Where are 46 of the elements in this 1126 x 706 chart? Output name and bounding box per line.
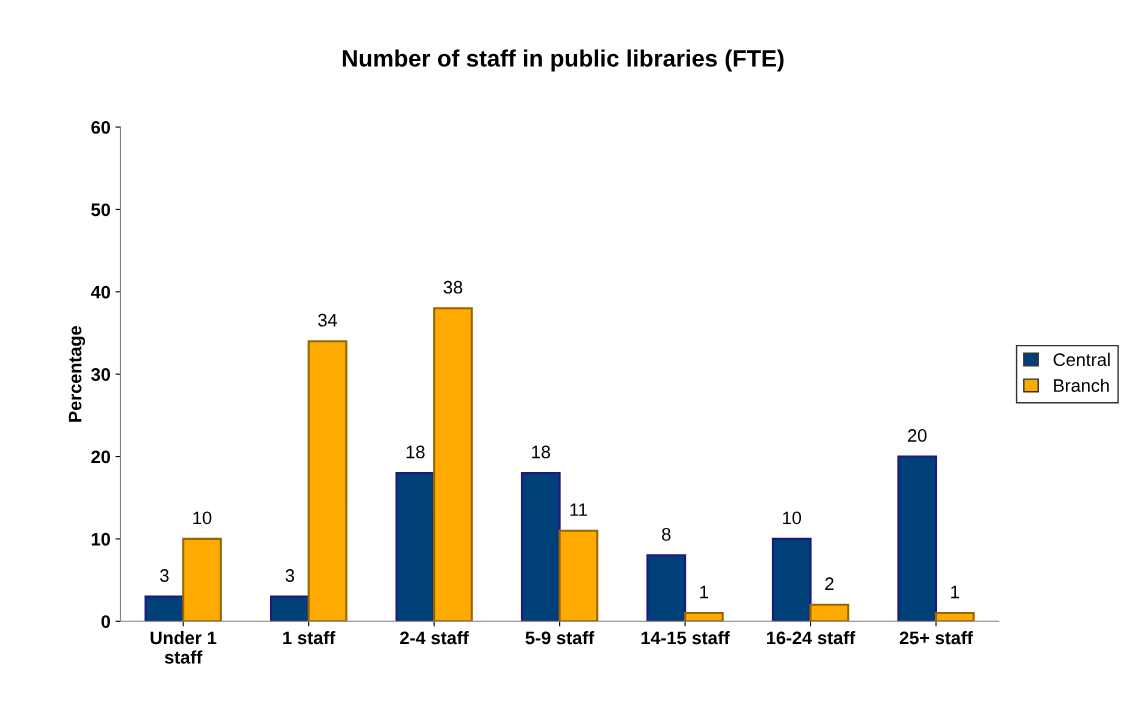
y-tick-label: 50: [91, 203, 111, 217]
bar: [684, 612, 724, 622]
data-label: 1: [700, 585, 709, 599]
data-label: 3: [160, 569, 169, 582]
bar: [520, 471, 561, 622]
bar: [558, 529, 599, 622]
data-label: 1: [951, 585, 959, 599]
bar: [395, 471, 436, 622]
bar: [897, 455, 938, 622]
x-tick-label: 16-24 staff: [767, 631, 856, 645]
y-tick-label: 0: [101, 615, 111, 628]
x-tick-label: 25+ staff: [899, 631, 973, 645]
data-label: 38: [443, 280, 463, 294]
y-tick-label: 30: [91, 368, 111, 381]
y-tick-label: 60: [91, 121, 111, 134]
legend-label: Branch: [1054, 378, 1109, 392]
bar: [771, 537, 812, 622]
data-label: 10: [193, 511, 212, 525]
data-label: 18: [532, 445, 551, 459]
data-label: 2: [825, 577, 834, 590]
y-tick-label: 40: [90, 285, 111, 299]
bar: [144, 595, 185, 622]
data-label: 8: [662, 527, 671, 541]
bar: [934, 612, 975, 622]
y-axis-title: Percentage: [68, 326, 86, 422]
x-tick-label: 5-9 staff: [525, 631, 595, 645]
data-label: 34: [318, 313, 338, 327]
bar: [182, 537, 222, 622]
x-tick-label: 14-15 staff: [641, 631, 730, 645]
data-label: 18: [406, 445, 425, 459]
bar: [270, 595, 310, 622]
y-tick-label: 10: [91, 532, 111, 546]
x-tick-label: 2-4 staff: [400, 631, 469, 645]
bar: [433, 307, 473, 622]
data-label: 10: [783, 511, 802, 525]
bar: [307, 340, 348, 622]
legend-label: Central: [1053, 352, 1110, 367]
x-tick-label: 1 staff: [283, 631, 336, 645]
y-tick-label: 20: [91, 450, 111, 464]
bar: [809, 603, 850, 622]
chart-title: Number of staff in public libraries (FTE): [342, 49, 784, 72]
data-label: 3: [285, 569, 295, 582]
bar: [646, 554, 687, 622]
x-tick-label: Under 1 staff: [150, 631, 217, 664]
data-label: 11: [570, 503, 587, 516]
data-label: 20: [908, 429, 927, 442]
